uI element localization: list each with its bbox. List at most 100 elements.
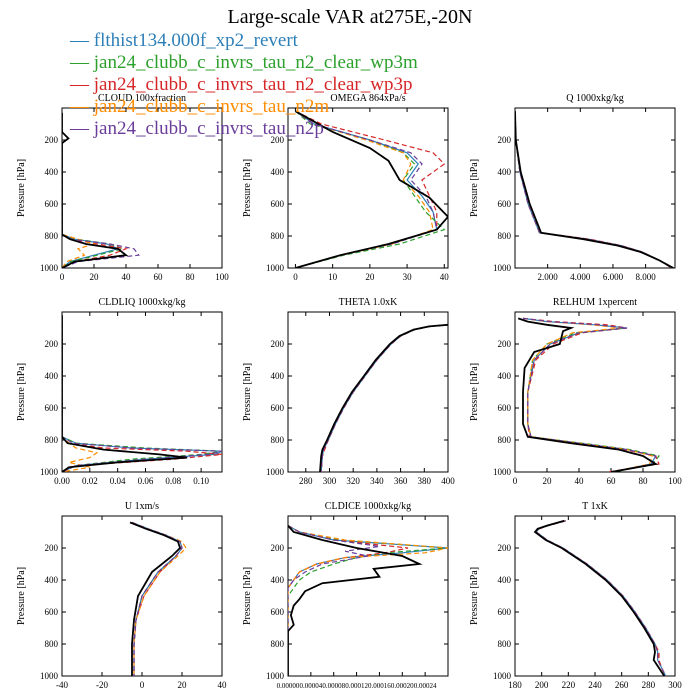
y-tick-label: 600 bbox=[271, 199, 285, 209]
panel-title: RELHUM 1xpercent bbox=[553, 297, 637, 308]
x-tick-label: 2.000 bbox=[538, 272, 559, 282]
y-tick-label: 800 bbox=[498, 435, 512, 445]
x-tick-label: 0.04 bbox=[110, 476, 126, 486]
series-line bbox=[131, 521, 183, 676]
series-line bbox=[288, 525, 423, 676]
x-tick-label: 60 bbox=[607, 476, 617, 486]
x-tick-label: 0.10 bbox=[193, 476, 209, 486]
y-axis-label: Pressure [hPa] bbox=[242, 363, 253, 421]
series-line bbox=[522, 317, 661, 472]
panel-frame bbox=[514, 515, 676, 677]
series-line bbox=[320, 324, 448, 472]
legend-entry: — flthist134.000f_xp2_revert bbox=[70, 30, 418, 52]
x-tick-label: 0 bbox=[140, 680, 145, 690]
x-tick-label: 6.000 bbox=[603, 272, 624, 282]
legend-key: — bbox=[70, 30, 94, 51]
legend-label: flthist134.000f_xp2_revert bbox=[93, 30, 298, 51]
series-line bbox=[131, 521, 183, 676]
series-line bbox=[515, 111, 673, 268]
x-tick-label: 0.00008 bbox=[322, 682, 345, 690]
y-tick-label: 1000 bbox=[40, 671, 59, 681]
y-tick-label: 800 bbox=[45, 435, 59, 445]
x-tick-label: 360 bbox=[394, 476, 408, 486]
series-line bbox=[288, 525, 409, 676]
x-tick-label: 80 bbox=[186, 272, 196, 282]
y-axis-label: Pressure [hPa] bbox=[16, 363, 27, 421]
y-axis-label: Pressure [hPa] bbox=[242, 159, 253, 217]
panel-frame bbox=[514, 311, 676, 473]
panel-title: THETA 1.0xK bbox=[339, 297, 398, 308]
series-line bbox=[320, 324, 448, 472]
x-tick-label: 8.000 bbox=[635, 272, 656, 282]
y-axis-label: Pressure [hPa] bbox=[16, 159, 27, 217]
panel-title: CLDICE 1000xkg/kg bbox=[325, 501, 411, 512]
x-tick-label: 380 bbox=[418, 476, 432, 486]
x-tick-label: 0.08 bbox=[165, 476, 181, 486]
x-tick-label: 100 bbox=[215, 272, 229, 282]
series-line bbox=[319, 323, 448, 472]
series-line bbox=[515, 111, 673, 268]
series-line bbox=[522, 317, 657, 472]
y-tick-label: 400 bbox=[498, 167, 512, 177]
legend-entry: — jan24_clubb_c_invrs_tau_n2p bbox=[70, 118, 418, 140]
legend-key: — bbox=[70, 52, 94, 73]
series-line bbox=[131, 521, 183, 676]
x-tick-label: 20 bbox=[178, 680, 188, 690]
x-tick-label: 180 bbox=[508, 680, 522, 690]
y-tick-label: 1000 bbox=[266, 263, 285, 273]
x-tick-label: 40 bbox=[218, 680, 228, 690]
series-line bbox=[131, 521, 187, 676]
y-axis-label: Pressure [hPa] bbox=[469, 567, 480, 625]
x-tick-label: 20 bbox=[90, 272, 100, 282]
y-tick-label: 200 bbox=[498, 339, 512, 349]
series-line bbox=[535, 520, 667, 676]
series-line bbox=[517, 317, 659, 472]
y-tick-label: 800 bbox=[271, 435, 285, 445]
x-tick-label: 10 bbox=[328, 272, 338, 282]
series-line bbox=[129, 521, 182, 676]
series-line bbox=[522, 317, 660, 472]
series-line bbox=[288, 525, 448, 676]
x-tick-label: 0 bbox=[60, 272, 65, 282]
legend-entry: — jan24_clubb_c_invrs_tau_n2_clear_wp3p bbox=[70, 74, 418, 96]
x-tick-label: 300 bbox=[668, 680, 682, 690]
legend-key: — bbox=[70, 96, 94, 117]
x-tick-label: 20 bbox=[365, 272, 375, 282]
y-tick-label: 200 bbox=[45, 135, 59, 145]
x-tick-label: 220 bbox=[562, 680, 576, 690]
y-tick-label: 400 bbox=[45, 167, 59, 177]
x-tick-label: 20 bbox=[543, 476, 553, 486]
panel-frame bbox=[514, 107, 676, 269]
panel-title: U 1xm/s bbox=[125, 501, 159, 512]
y-tick-label: 1000 bbox=[493, 263, 512, 273]
y-tick-label: 600 bbox=[498, 403, 512, 413]
legend-label: jan24_clubb_c_invrs_tau_n2_clear_wp3p bbox=[93, 74, 413, 95]
x-tick-label: 60 bbox=[154, 272, 164, 282]
series-line bbox=[288, 525, 380, 676]
legend-label: jan24_clubb_c_invrs_tau_n2p bbox=[93, 118, 324, 139]
panel-title: T 1xK bbox=[582, 501, 608, 512]
profile-panel: Q 1000xkg/kg Pressure [hPa] 200 400 600 800 10… bbox=[469, 93, 676, 282]
y-tick-label: 400 bbox=[271, 575, 285, 585]
x-tick-label: 340 bbox=[370, 476, 384, 486]
y-tick-label: 1000 bbox=[266, 671, 285, 681]
x-tick-label: -40 bbox=[56, 680, 68, 690]
y-tick-label: 600 bbox=[45, 403, 59, 413]
y-tick-label: 800 bbox=[271, 231, 285, 241]
series-line bbox=[131, 521, 183, 676]
series-line bbox=[515, 111, 674, 268]
y-tick-label: 800 bbox=[45, 639, 59, 649]
y-axis-label: Pressure [hPa] bbox=[242, 567, 253, 625]
x-tick-label: 80 bbox=[639, 476, 649, 486]
y-tick-label: 1000 bbox=[493, 671, 512, 681]
series-line bbox=[295, 110, 446, 268]
profile-panel: CLDICE 1000xkg/kg Pressure [hPa] 200 400 600… bbox=[242, 501, 449, 690]
panel-frame bbox=[287, 515, 449, 677]
legend-key: — bbox=[70, 74, 94, 95]
x-tick-label: 40 bbox=[440, 272, 450, 282]
x-tick-label: 0.02 bbox=[82, 476, 98, 486]
